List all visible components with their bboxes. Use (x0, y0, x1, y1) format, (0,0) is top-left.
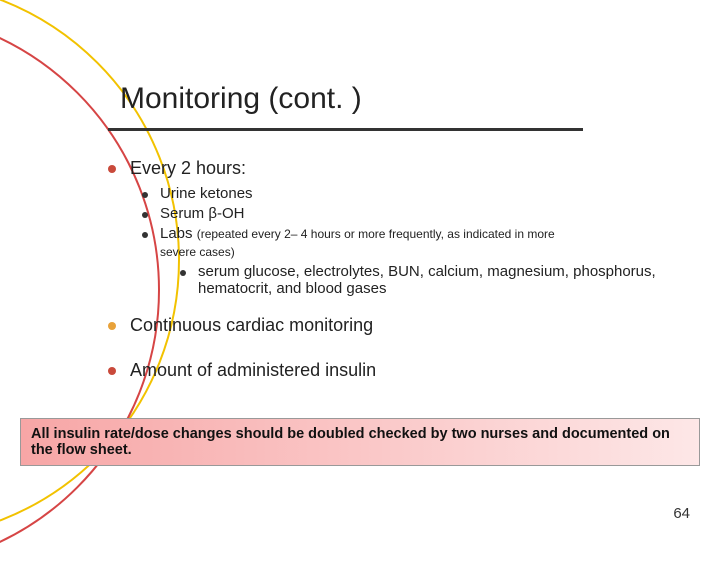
sub-bullets: Urine ketones Serum β-OH Labs (repeated … (142, 185, 668, 259)
bullet-text: Every 2 hours: (130, 158, 246, 179)
bullet-dot (142, 212, 148, 218)
labs-note-line2: severe cases) (160, 245, 680, 259)
spacer (108, 342, 668, 360)
bullet-every-2-hours: Every 2 hours: (108, 158, 668, 179)
sub-bullet-serum-boh: Serum β-OH (142, 205, 668, 222)
spacer (108, 297, 668, 315)
callout-box: All insulin rate/dose changes should be … (20, 418, 700, 466)
bullet-text: serum glucose, electrolytes, BUN, calciu… (198, 263, 658, 297)
page-number: 64 (673, 505, 690, 522)
bullet-dot (142, 192, 148, 198)
title-underline (108, 128, 583, 131)
bullet-cardiac-monitoring: Continuous cardiac monitoring (108, 315, 668, 336)
labs-lead: Labs (160, 225, 197, 242)
bullet-dot (108, 165, 116, 173)
bullet-dot (108, 367, 116, 375)
bullet-insulin-amount: Amount of administered insulin (108, 360, 668, 381)
sub-bullet-urine-ketones: Urine ketones (142, 185, 668, 202)
bullet-text: Continuous cardiac monitoring (130, 315, 373, 336)
sub-sub-bullets: serum glucose, electrolytes, BUN, calciu… (180, 263, 668, 297)
bullet-text: Labs (repeated every 2– 4 hours or more … (160, 225, 555, 242)
bullet-text: Amount of administered insulin (130, 360, 376, 381)
sub-bullet-labs: Labs (repeated every 2– 4 hours or more … (142, 225, 668, 242)
bullet-dot (142, 232, 148, 238)
bullet-text: Urine ketones (160, 185, 253, 202)
sub-sub-bullet-labs-detail: serum glucose, electrolytes, BUN, calciu… (180, 263, 668, 297)
labs-note-line1: (repeated every 2– 4 hours or more frequ… (197, 227, 555, 241)
slide-content: Every 2 hours: Urine ketones Serum β-OH … (108, 158, 668, 387)
bullet-text: Serum β-OH (160, 205, 244, 222)
slide-title: Monitoring (cont. ) (120, 82, 362, 116)
bullet-dot (108, 322, 116, 330)
bullet-dot (180, 270, 186, 276)
